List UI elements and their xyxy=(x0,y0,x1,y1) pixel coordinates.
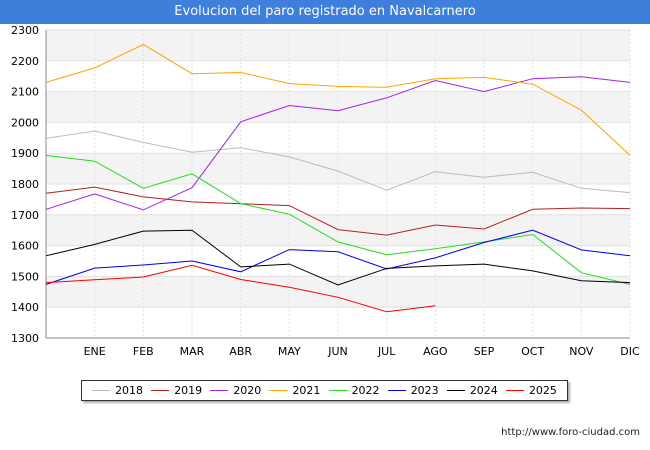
legend-swatch xyxy=(92,390,111,391)
legend-item-2022: 2022 xyxy=(328,384,380,397)
legend-label: 2018 xyxy=(115,384,144,397)
legend-item-2023: 2023 xyxy=(387,384,439,397)
series-line-2022 xyxy=(45,154,631,285)
series-line-2019 xyxy=(45,186,631,236)
y-tick-label: 2000 xyxy=(11,116,39,129)
legend-swatch xyxy=(446,390,465,391)
series-lines xyxy=(45,43,631,313)
y-axis-ticks: 1300 1400 1500 1600 1700 1800 1900 2000 2100 2200… xyxy=(11,24,39,345)
legend: 2018 2019 2020 2021 2022 2023 2024 2025 xyxy=(81,380,568,401)
x-tick-label: AGO xyxy=(423,345,448,358)
legend-label: 2021 xyxy=(292,384,321,397)
y-tick-label: 2200 xyxy=(11,55,39,68)
x-tick-label: FEB xyxy=(133,345,154,358)
legend-label: 2025 xyxy=(528,384,557,397)
x-tick-label: ENE xyxy=(84,345,106,358)
x-tick-label: MAR xyxy=(180,345,205,358)
legend-label: 2023 xyxy=(410,384,439,397)
legend-swatch xyxy=(387,390,406,391)
x-tick-label: DIC xyxy=(620,345,640,358)
x-tick-label: NOV xyxy=(569,345,594,358)
y-tick-label: 1700 xyxy=(11,209,39,222)
series-line-2024 xyxy=(45,229,631,286)
series-line-2023 xyxy=(45,229,631,285)
legend-item-2024: 2024 xyxy=(446,384,498,397)
y-tick-label: 1500 xyxy=(11,270,39,283)
series-line-2018 xyxy=(45,130,631,194)
chart-title: Evolucion del paro registrado en Navalca… xyxy=(0,0,650,24)
legend-swatch xyxy=(151,390,170,391)
y-tick-label: 1800 xyxy=(11,178,39,191)
y-tick-label: 1300 xyxy=(11,332,39,345)
x-tick-label: SEP xyxy=(474,345,495,358)
x-tick-label: JUN xyxy=(327,345,348,358)
grid-lines xyxy=(45,29,631,339)
x-tick-label: ABR xyxy=(229,345,252,358)
x-tick-label: JUL xyxy=(377,345,396,358)
legend-item-2025: 2025 xyxy=(505,384,557,397)
legend-item-2021: 2021 xyxy=(269,384,320,397)
legend-label: 2024 xyxy=(469,384,498,397)
series-line-2021 xyxy=(45,43,631,156)
legend-label: 2020 xyxy=(233,384,262,397)
y-tick-label: 2100 xyxy=(11,86,39,99)
y-tick-label: 1600 xyxy=(11,240,39,253)
source-credit: http://www.foro-ciudad.com xyxy=(501,427,640,438)
legend-item-2019: 2019 xyxy=(151,384,202,397)
series-line-2025 xyxy=(45,264,436,313)
legend-item-2020: 2020 xyxy=(210,384,261,397)
y-tick-label: 2300 xyxy=(11,24,39,37)
legend-swatch xyxy=(328,390,347,391)
x-axis-ticks: ENE FEB MAR ABR MAY JUN JUL AGO SEP OCT NOV DIC xyxy=(84,345,640,358)
legend-item-2018: 2018 xyxy=(92,384,143,397)
y-tick-label: 1400 xyxy=(11,301,39,314)
legend-swatch xyxy=(505,390,524,391)
y-tick-label: 1900 xyxy=(11,147,39,160)
series-line-2020 xyxy=(45,76,631,211)
legend-swatch xyxy=(269,390,288,391)
legend-label: 2019 xyxy=(174,384,203,397)
legend-swatch xyxy=(210,390,229,391)
legend-label: 2022 xyxy=(351,384,380,397)
x-tick-label: MAY xyxy=(278,345,301,358)
x-tick-label: OCT xyxy=(521,345,544,358)
